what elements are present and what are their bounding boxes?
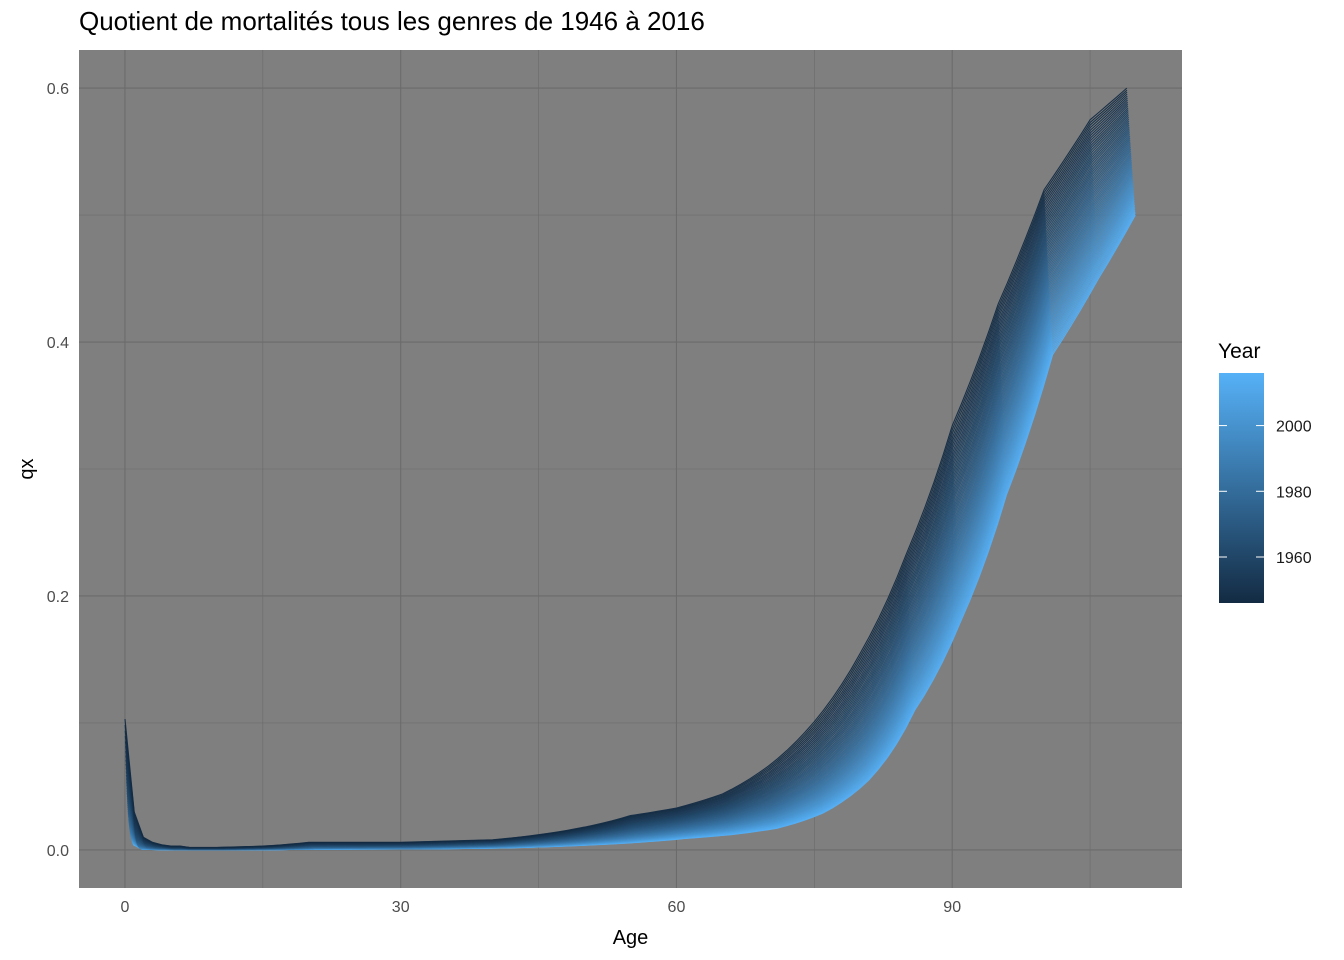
x-tick-label: 90 [943,899,961,916]
chart-title: Quotient de mortalités tous les genres d… [79,6,705,36]
y-tick-label: 0.6 [47,81,69,98]
x-tick-label: 0 [121,899,130,916]
legend-break-label: 2000 [1276,419,1312,436]
x-axis-title: Age [613,927,649,949]
legend-colorbar [1219,373,1264,603]
series-line-1946 [124,87,1128,848]
x-axis-ticks: 0 30 60 90 [121,899,962,916]
y-axis-ticks: 0.0 0.2 0.4 0.6 [47,81,69,860]
x-tick-label: 60 [668,899,686,916]
legend-title: Year [1218,340,1260,363]
y-axis-title: qx [16,458,38,479]
y-tick-label: 0.2 [47,589,69,606]
legend-break-label: 1980 [1276,484,1312,501]
mortality-series [124,87,1136,851]
legend-break-label: 1960 [1276,550,1312,567]
y-tick-label: 0.0 [47,843,69,860]
y-tick-label: 0.4 [47,335,69,352]
year-legend: Year 1960 1980 2000 [1218,340,1312,603]
x-tick-label: 30 [392,899,410,916]
